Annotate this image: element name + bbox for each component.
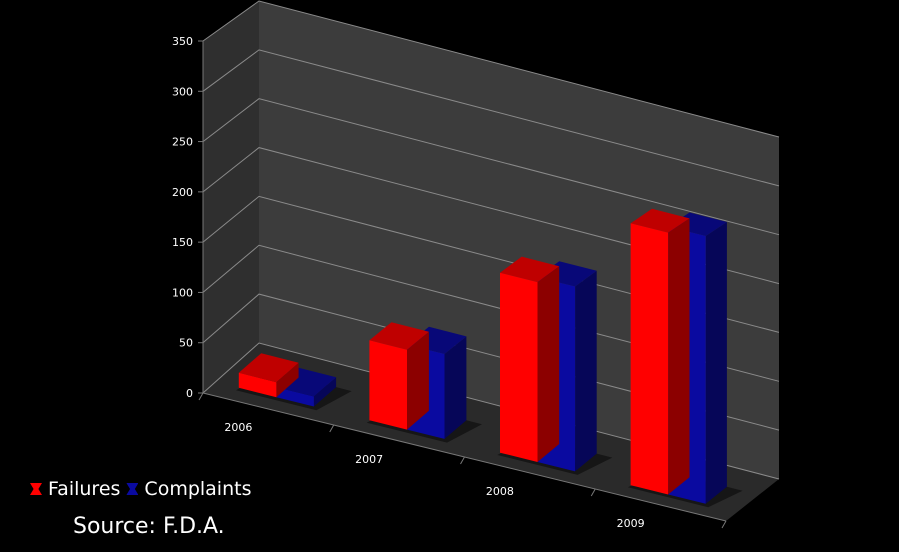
legend-label-failures: Failures <box>48 478 121 500</box>
y-tick-label: 100 <box>172 286 193 299</box>
x-tick-mark <box>590 488 596 497</box>
y-tick-label: 150 <box>172 236 193 249</box>
bar-failures-2009 <box>630 208 690 495</box>
x-tick-mark <box>198 392 204 401</box>
bar-side <box>407 331 429 430</box>
source-note: Source: F.D.A. <box>73 514 225 539</box>
bar-side <box>668 218 690 495</box>
bar-side <box>444 336 467 439</box>
gridline <box>202 98 780 236</box>
legend-item-failures: Failures <box>30 478 120 500</box>
bar-top <box>500 256 560 283</box>
x-tick-mark <box>721 520 727 529</box>
legend-item-complaints: Complaints <box>126 478 251 500</box>
bar-side <box>705 222 727 504</box>
y-tick-label: 300 <box>172 85 193 98</box>
y-tick-label: 350 <box>172 35 193 48</box>
bar-failures-2007 <box>369 322 429 430</box>
bar-front <box>276 387 314 407</box>
bar-side <box>537 266 560 462</box>
gridline <box>202 195 780 333</box>
y-axis: 0 50 100 150 200 250 300 350 <box>172 35 204 400</box>
y-tick-label: 200 <box>172 186 193 199</box>
x-axis: 2006 2007 2008 2009 <box>198 392 727 530</box>
gridline <box>202 0 780 138</box>
gridlines <box>202 0 780 480</box>
x-tick-mark <box>460 456 465 465</box>
bar-top <box>238 353 299 383</box>
gridline <box>202 244 780 382</box>
y-tick-label: 0 <box>186 387 193 400</box>
x-tick-label: 2006 <box>224 421 252 434</box>
bar-front <box>500 272 538 462</box>
side-wall <box>203 1 259 393</box>
bar-side <box>313 377 337 407</box>
gridline <box>202 342 780 480</box>
bar-top <box>630 208 690 233</box>
bars <box>236 208 743 508</box>
x-tick-label: 2007 <box>355 453 383 466</box>
x-tick-label: 2009 <box>617 517 645 530</box>
bar-front <box>630 223 669 495</box>
bar-top <box>369 322 429 350</box>
x-tick-mark <box>329 424 335 433</box>
gridline <box>202 293 780 431</box>
gridline <box>202 147 780 285</box>
y-tick-label: 250 <box>172 136 193 149</box>
bar-side <box>575 270 597 472</box>
bar-side <box>276 362 299 398</box>
legend-label-complaints: Complaints <box>144 478 252 500</box>
bar-front <box>238 372 277 398</box>
y-tick-label: 50 <box>179 337 193 350</box>
legend-swatch-complaints <box>126 483 139 495</box>
bar-failures-2008 <box>500 256 560 462</box>
legend: Failures Complaints <box>30 478 257 500</box>
legend-swatch-failures <box>30 483 42 495</box>
gridline <box>202 49 780 187</box>
bar-failures-2006 <box>238 353 299 398</box>
bar-front <box>369 340 407 430</box>
x-tick-label: 2008 <box>486 485 514 498</box>
